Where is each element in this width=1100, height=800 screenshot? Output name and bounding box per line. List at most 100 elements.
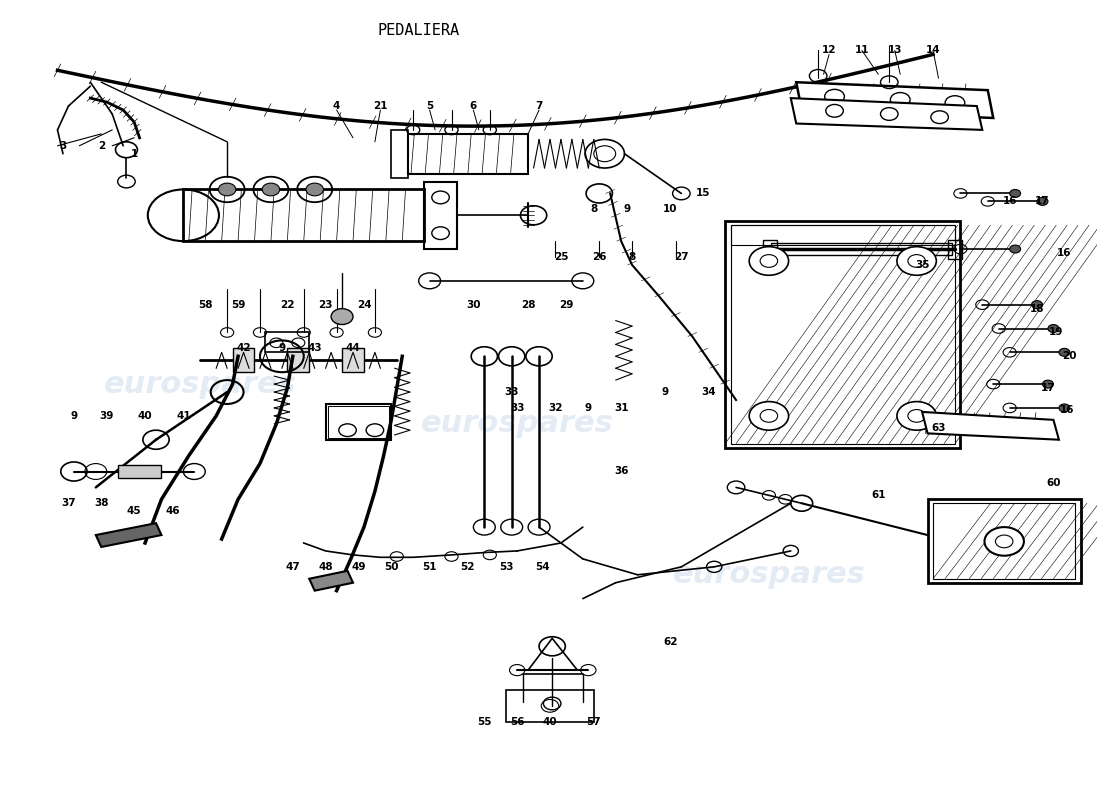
Text: 18: 18	[1030, 304, 1044, 314]
Text: 4: 4	[333, 101, 340, 111]
Circle shape	[262, 183, 279, 196]
Text: 9: 9	[623, 204, 630, 214]
Text: eurospares: eurospares	[421, 410, 614, 438]
Circle shape	[1010, 245, 1021, 253]
Polygon shape	[309, 571, 353, 590]
Circle shape	[1032, 301, 1043, 309]
Polygon shape	[796, 82, 993, 118]
Text: 45: 45	[126, 506, 142, 516]
Text: 58: 58	[198, 300, 212, 310]
Text: 9: 9	[661, 387, 669, 397]
Text: 12: 12	[822, 46, 836, 55]
Text: 15: 15	[696, 189, 711, 198]
Bar	[506, 690, 594, 722]
Text: 37: 37	[62, 498, 76, 508]
Circle shape	[984, 527, 1024, 556]
Text: 22: 22	[280, 300, 295, 310]
Text: 11: 11	[855, 46, 869, 55]
Polygon shape	[96, 523, 162, 547]
Text: eurospares: eurospares	[672, 560, 866, 590]
Circle shape	[1037, 198, 1048, 206]
Text: 30: 30	[466, 300, 481, 310]
Circle shape	[896, 246, 936, 275]
Text: 32: 32	[548, 403, 563, 413]
Text: 40: 40	[138, 411, 153, 421]
Text: 16: 16	[1002, 196, 1016, 206]
Text: 9: 9	[278, 343, 285, 354]
Text: 8: 8	[591, 204, 597, 214]
Polygon shape	[791, 98, 982, 130]
Text: 48: 48	[318, 562, 333, 572]
Text: 16: 16	[1057, 248, 1071, 258]
Text: 54: 54	[535, 562, 550, 572]
Bar	[326, 404, 392, 440]
Text: eurospares: eurospares	[103, 370, 296, 398]
Polygon shape	[922, 412, 1059, 440]
Bar	[342, 348, 364, 372]
Bar	[265, 333, 309, 352]
Bar	[392, 130, 408, 178]
Text: 13: 13	[888, 46, 902, 55]
Text: 39: 39	[100, 411, 114, 421]
Text: 2: 2	[98, 141, 104, 150]
Bar	[725, 222, 960, 448]
Circle shape	[749, 402, 789, 430]
Text: 44: 44	[345, 343, 361, 354]
Text: 25: 25	[553, 252, 569, 262]
Text: 33: 33	[505, 387, 519, 397]
Text: 3: 3	[59, 141, 67, 150]
Text: 24: 24	[356, 300, 372, 310]
Text: 10: 10	[663, 204, 678, 214]
Text: 19: 19	[1048, 327, 1063, 338]
Text: 36: 36	[614, 466, 628, 477]
Text: 17: 17	[1035, 196, 1049, 206]
Text: 7: 7	[536, 101, 542, 111]
Text: 16: 16	[1059, 405, 1074, 414]
Circle shape	[1010, 190, 1021, 198]
Circle shape	[1059, 404, 1070, 412]
Text: 43: 43	[307, 343, 322, 354]
Text: 17: 17	[1041, 383, 1055, 393]
Bar	[118, 465, 162, 478]
Text: 35: 35	[915, 260, 930, 270]
Text: 50: 50	[384, 562, 398, 572]
Circle shape	[749, 246, 789, 275]
Bar	[933, 503, 1076, 578]
Bar	[328, 406, 389, 438]
Bar	[408, 134, 528, 174]
Text: 1: 1	[131, 149, 138, 158]
Text: 6: 6	[470, 101, 477, 111]
Text: 28: 28	[521, 300, 536, 310]
Text: 42: 42	[236, 343, 251, 354]
Text: 21: 21	[373, 101, 387, 111]
Text: 27: 27	[674, 252, 689, 262]
Text: 55: 55	[477, 717, 492, 726]
Text: 46: 46	[165, 506, 179, 516]
Text: 23: 23	[318, 300, 333, 310]
Text: 53: 53	[499, 562, 514, 572]
Bar	[232, 348, 254, 372]
Text: 57: 57	[586, 717, 601, 726]
Text: 20: 20	[1063, 351, 1077, 362]
Circle shape	[331, 309, 353, 325]
Bar	[771, 242, 952, 255]
Bar	[184, 190, 425, 241]
Text: 52: 52	[461, 562, 475, 572]
Circle shape	[306, 183, 323, 196]
Text: 34: 34	[702, 387, 716, 397]
Bar	[730, 226, 955, 444]
Text: 59: 59	[231, 300, 245, 310]
Text: 56: 56	[510, 717, 525, 726]
Bar	[730, 226, 955, 245]
Text: 51: 51	[422, 562, 437, 572]
Bar	[763, 239, 777, 258]
Text: 47: 47	[285, 562, 300, 572]
Circle shape	[1048, 325, 1059, 333]
Bar	[927, 499, 1081, 582]
Text: 8: 8	[628, 252, 636, 262]
Text: 40: 40	[542, 717, 558, 726]
Text: 62: 62	[663, 638, 678, 647]
Text: 60: 60	[1046, 478, 1060, 489]
Text: 49: 49	[351, 562, 365, 572]
Bar	[287, 348, 309, 372]
